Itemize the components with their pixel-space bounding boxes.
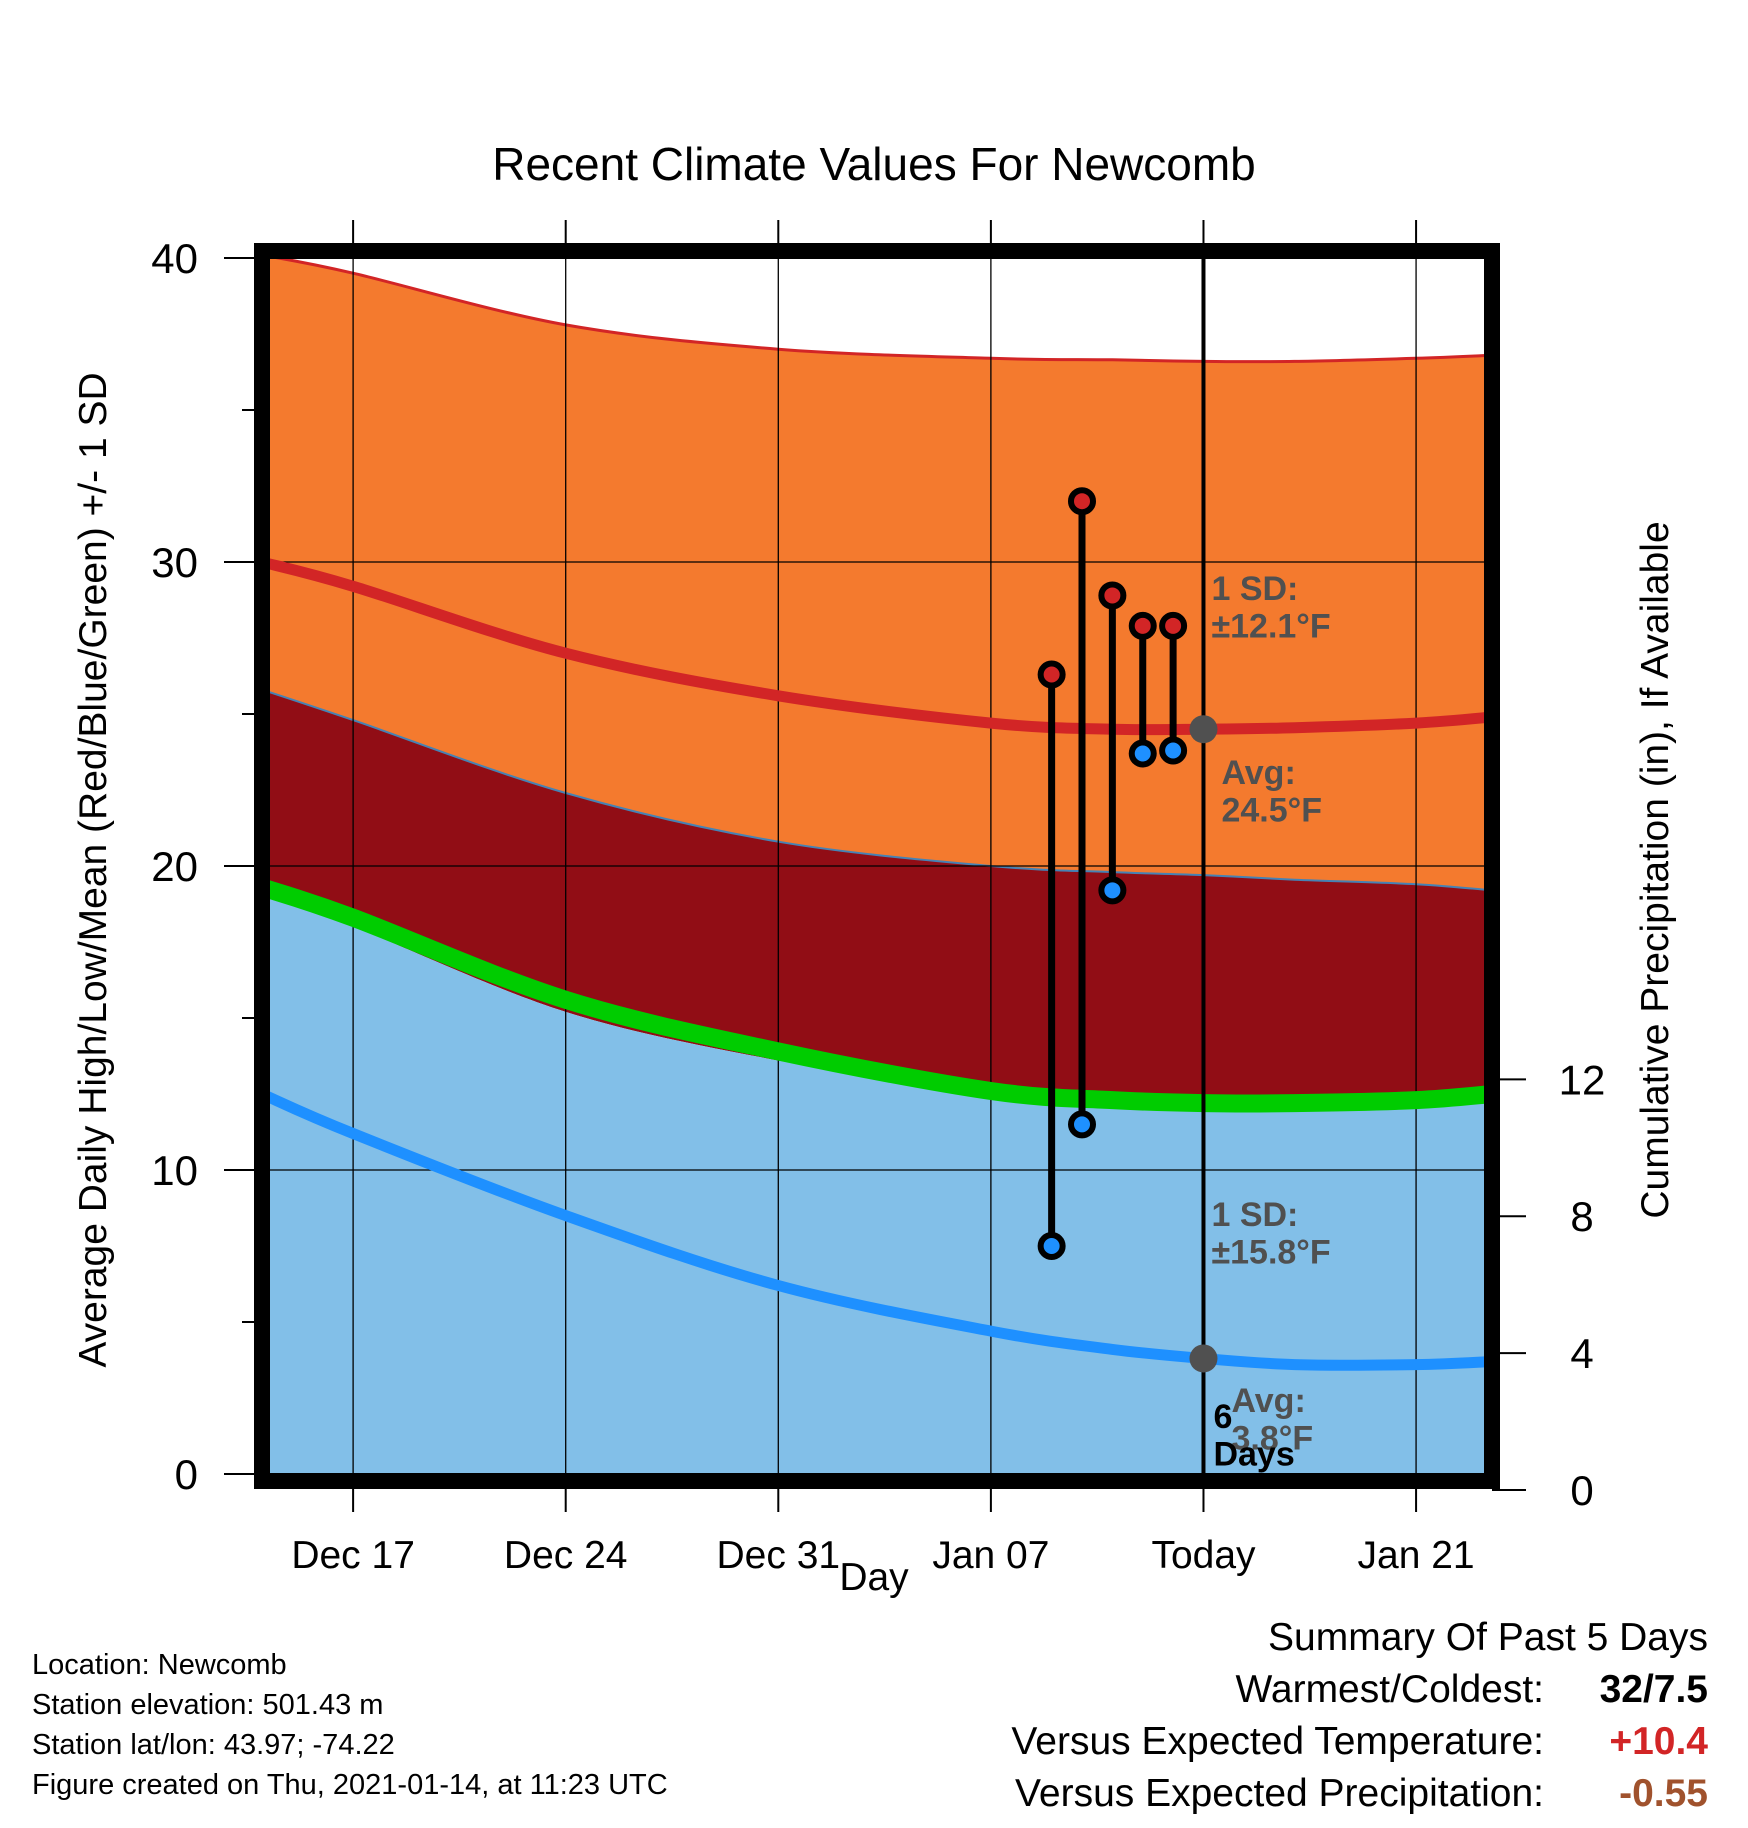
temp-label: Versus Expected Temperature:	[1011, 1720, 1544, 1763]
obs-high-point-0	[1037, 660, 1066, 689]
obs-high-point-2	[1098, 581, 1127, 610]
summary-panel: Summary Of Past 5 Days Warmest/Coldest: 3…	[1011, 1612, 1708, 1820]
latlon-text: Station lat/lon: 43.97; -74.22	[32, 1729, 395, 1761]
x-tick-label-1: Dec 24	[504, 1534, 628, 1577]
obs-low-point-3	[1128, 739, 1157, 768]
avg-high-marker	[1189, 715, 1218, 744]
obs-low-point-1	[1068, 1110, 1096, 1139]
obs-low-point-4	[1159, 736, 1188, 765]
station-info: Location: Newcomb Station elevation: 501…	[32, 1645, 668, 1805]
y2-tick-label-0: 0	[1570, 1467, 1593, 1514]
average-low-line	[259, 1088, 1493, 1371]
chart-title: Recent Climate Values For Newcomb	[492, 138, 1256, 190]
average-high-line	[260, 556, 1493, 736]
high-avg-annotation: Avg: 24.5°F	[1221, 754, 1322, 829]
y-axis-label: Average Daily High/Low/Mean (Red/Blue/Gr…	[72, 372, 115, 1367]
y-tick-label-1: 10	[151, 1147, 198, 1194]
obs-high-point-1	[1068, 487, 1096, 516]
days-marker-label: 6 Days	[1213, 1398, 1294, 1473]
obs-low-point-2	[1098, 876, 1127, 905]
obs-high-point-4	[1159, 611, 1188, 640]
y2-tick-label-2: 8	[1570, 1193, 1593, 1240]
avg-low-marker	[1189, 1344, 1218, 1373]
x-tick-label-4: Today	[1151, 1534, 1256, 1577]
precip-label: Versus Expected Precipitation:	[1015, 1772, 1544, 1815]
x-tick-label-0: Dec 17	[291, 1534, 415, 1577]
warmest-label: Warmest/Coldest:	[1235, 1668, 1544, 1711]
climate-chart: Recent Climate Values For Newcomb 1 SD: ±…	[72, 138, 1677, 1599]
low-avg-annotation: Avg: 3.8°F	[1231, 1382, 1313, 1457]
temp-value: +10.4	[1609, 1720, 1708, 1763]
y-tick-label-2: 20	[151, 843, 198, 890]
x-axis-label: Day	[839, 1556, 909, 1599]
y-tick-label-0: 0	[175, 1451, 198, 1498]
x-tick-label-3: Jan 07	[932, 1534, 1049, 1577]
location-text: Location: Newcomb	[32, 1649, 287, 1681]
low-sd-annotation: 1 SD: ±15.8°F	[1211, 1196, 1330, 1271]
y2-tick-label-1: 4	[1570, 1330, 1593, 1377]
warmest-row: Warmest/Coldest: 32/7.5	[1011, 1664, 1708, 1716]
y-tick-label-3: 30	[151, 539, 198, 586]
y2-tick-label-3: 12	[1559, 1056, 1606, 1103]
temp-row: Versus Expected Temperature: +10.4	[1011, 1716, 1708, 1768]
low-sd-band	[262, 896, 1492, 1474]
precip-value: -0.55	[1619, 1772, 1708, 1815]
warmest-value: 32/7.5	[1599, 1668, 1708, 1711]
created-text: Figure created on Thu, 2021-01-14, at 11…	[32, 1769, 668, 1801]
obs-low-point-0	[1037, 1232, 1066, 1260]
precip-row: Versus Expected Precipitation: -0.55	[1011, 1768, 1708, 1820]
x-tick-label-2: Dec 31	[717, 1534, 841, 1577]
obs-high-point-3	[1128, 611, 1157, 640]
mean-line	[259, 878, 1493, 1113]
elevation-text: Station elevation: 501.43 m	[32, 1689, 384, 1721]
y2-axis-label: Cumulative Precipitation (in), If Availa…	[1634, 521, 1677, 1218]
high-sd-annotation: 1 SD: ±12.1°F	[1211, 570, 1330, 645]
y-tick-label-4: 40	[151, 235, 198, 282]
summary-heading: Summary Of Past 5 Days	[1268, 1616, 1708, 1659]
x-tick-label-5: Jan 21	[1358, 1534, 1475, 1577]
